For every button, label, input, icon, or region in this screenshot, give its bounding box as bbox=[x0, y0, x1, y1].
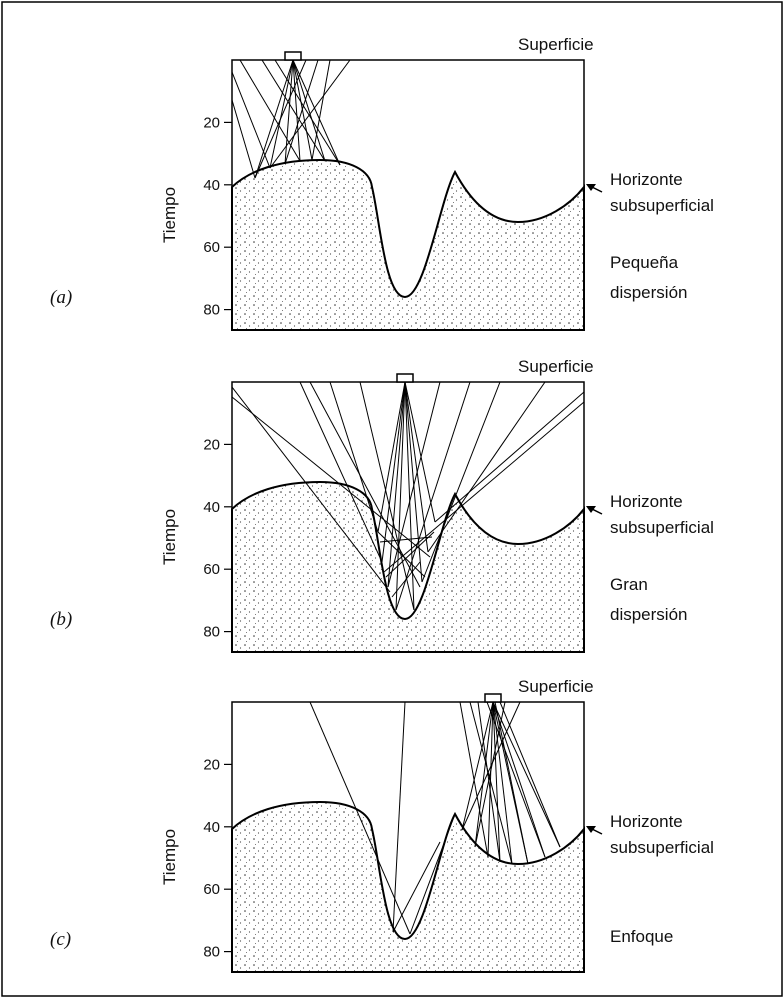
caption: dispersión bbox=[610, 605, 688, 624]
tick-label: 40 bbox=[203, 177, 220, 194]
horizon-label: Horizonte bbox=[610, 492, 683, 511]
tick-label: 80 bbox=[203, 302, 220, 319]
horizon bbox=[232, 160, 584, 330]
caption: dispersión bbox=[610, 283, 688, 302]
surface-label: Superficie bbox=[518, 357, 594, 376]
panel-label: (b) bbox=[50, 609, 72, 630]
ray bbox=[232, 100, 255, 178]
tick-label: 60 bbox=[203, 881, 220, 898]
panel-label: (c) bbox=[50, 929, 71, 950]
ray bbox=[495, 702, 528, 864]
ray bbox=[393, 702, 405, 932]
source bbox=[397, 374, 413, 382]
caption: Pequeña bbox=[610, 253, 679, 272]
horizon-label: Horizonte bbox=[610, 812, 683, 831]
ray bbox=[378, 382, 405, 532]
ray bbox=[462, 702, 493, 830]
ray bbox=[285, 60, 293, 164]
source bbox=[285, 52, 301, 60]
horizon-label: subsuperficial bbox=[610, 196, 714, 215]
ray bbox=[435, 392, 584, 522]
ray bbox=[493, 702, 545, 857]
caption: Enfoque bbox=[610, 927, 673, 946]
source bbox=[485, 694, 501, 702]
tick-label: 60 bbox=[203, 239, 220, 256]
ray bbox=[293, 60, 340, 165]
panel: 20 40 60 80 Tiempo Superficie Horizonte subsupe… bbox=[50, 357, 714, 652]
tick-label: 80 bbox=[203, 624, 220, 641]
horizon-label: subsuperficial bbox=[610, 838, 714, 857]
surface-label: Superficie bbox=[518, 35, 594, 54]
caption: Gran bbox=[610, 575, 648, 594]
ray bbox=[275, 60, 340, 165]
ray bbox=[428, 382, 545, 552]
tick-label: 80 bbox=[203, 944, 220, 961]
horizon-label: Horizonte bbox=[610, 170, 683, 189]
panel: 20 40 60 80 Tiempo Superficie Horizonte subsupe… bbox=[50, 677, 714, 972]
axis-title: Tiempo bbox=[160, 829, 179, 885]
figure: 20 40 60 80 Tiempo Superficie Horizonte subsupe… bbox=[0, 0, 784, 998]
horizon bbox=[232, 802, 584, 972]
tick-label: 40 bbox=[203, 819, 220, 836]
horizon-label: subsuperficial bbox=[610, 518, 714, 537]
tick-label: 20 bbox=[203, 114, 220, 131]
tick-label: 40 bbox=[203, 499, 220, 516]
axis-title: Tiempo bbox=[160, 509, 179, 565]
surface-label: Superficie bbox=[518, 677, 594, 696]
panel-label: (a) bbox=[50, 287, 72, 308]
tick-label: 60 bbox=[203, 561, 220, 578]
axis-title: Tiempo bbox=[160, 187, 179, 243]
ray bbox=[255, 60, 293, 178]
tick-label: 20 bbox=[203, 756, 220, 773]
panel: 20 40 60 80 Tiempo Superficie Horizonte subsupe… bbox=[50, 35, 714, 330]
ray bbox=[493, 702, 560, 847]
tick-label: 20 bbox=[203, 436, 220, 453]
